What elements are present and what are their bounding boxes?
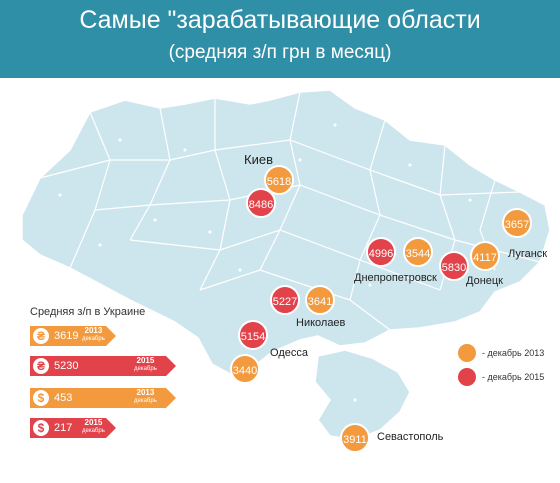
stat-year: 2015 декабрь: [82, 418, 105, 434]
dollar-icon: $: [33, 390, 49, 406]
marker-dnepr-2015: 4996: [366, 237, 396, 267]
city-label-nikolaev: Николаев: [296, 317, 346, 329]
city-label-dnepr: Днепропетровск: [354, 272, 437, 284]
stat-bar-usd-2013: $ 453 2013 декабрь: [30, 388, 176, 408]
city-label-sevastopol: Севастополь: [377, 431, 444, 443]
stat-year: 2013 декабрь: [134, 388, 157, 404]
hryvnia-icon: ₴: [33, 358, 49, 374]
stat-value: 217: [54, 422, 73, 434]
marker-nikolaev-2013: 3641: [305, 285, 335, 315]
stat-bar-uah-2013: ₴ 3619 2013 декабрь: [30, 326, 116, 346]
page-subtitle: (средняя з/п грн в месяц): [168, 42, 392, 63]
ukraine-map: [21, 89, 551, 441]
header-banner: Самые "зарабатывающие области (средняя з…: [0, 0, 560, 78]
marker-lugansk-2013: 3657: [502, 208, 532, 238]
stat-value: 3619: [54, 330, 79, 342]
marker-sevastopol-2013: 3911: [340, 423, 370, 453]
legend-dot-2013: [458, 344, 476, 362]
marker-dnepr-2013: 3544: [403, 237, 433, 267]
stat-year: 2013 декабрь: [82, 326, 105, 342]
legend-label-2013: - декабрь 2013: [482, 348, 545, 358]
stat-value: 5230: [54, 360, 79, 372]
city-label-lugansk: Луганск: [508, 248, 548, 260]
page-title: Самые "зарабатывающие области: [79, 6, 481, 34]
stat-year: 2015 декабрь: [134, 356, 157, 372]
marker-nikolaev-2015: 5227: [270, 285, 300, 315]
marker-odessa-2015: 5154: [238, 320, 268, 350]
marker-donetsk-2015: 5830: [439, 251, 469, 281]
dollar-icon: $: [33, 420, 49, 436]
marker-odessa-2013: 3440: [230, 354, 260, 384]
marker-donetsk-2013: 4117: [470, 241, 500, 271]
stats-title: Средняя з/п в Украине: [30, 306, 146, 318]
legend-label-2015: - декабрь 2015: [482, 372, 545, 382]
crimea-shape: [314, 349, 411, 441]
marker-kiev-2015: 8486: [246, 188, 276, 218]
stat-bar-uah-2015: ₴ 5230 2015 декабрь: [30, 356, 176, 376]
legend-dot-2015: [458, 368, 476, 386]
city-label-odessa: Одесса: [270, 347, 308, 359]
stat-value: 453: [54, 392, 73, 404]
stat-bar-usd-2015: $ 217 2015 декабрь: [30, 418, 116, 438]
city-label-donetsk: Донецк: [466, 275, 503, 287]
city-label-kiev: Киев: [244, 152, 273, 167]
hryvnia-icon: ₴: [33, 328, 49, 344]
